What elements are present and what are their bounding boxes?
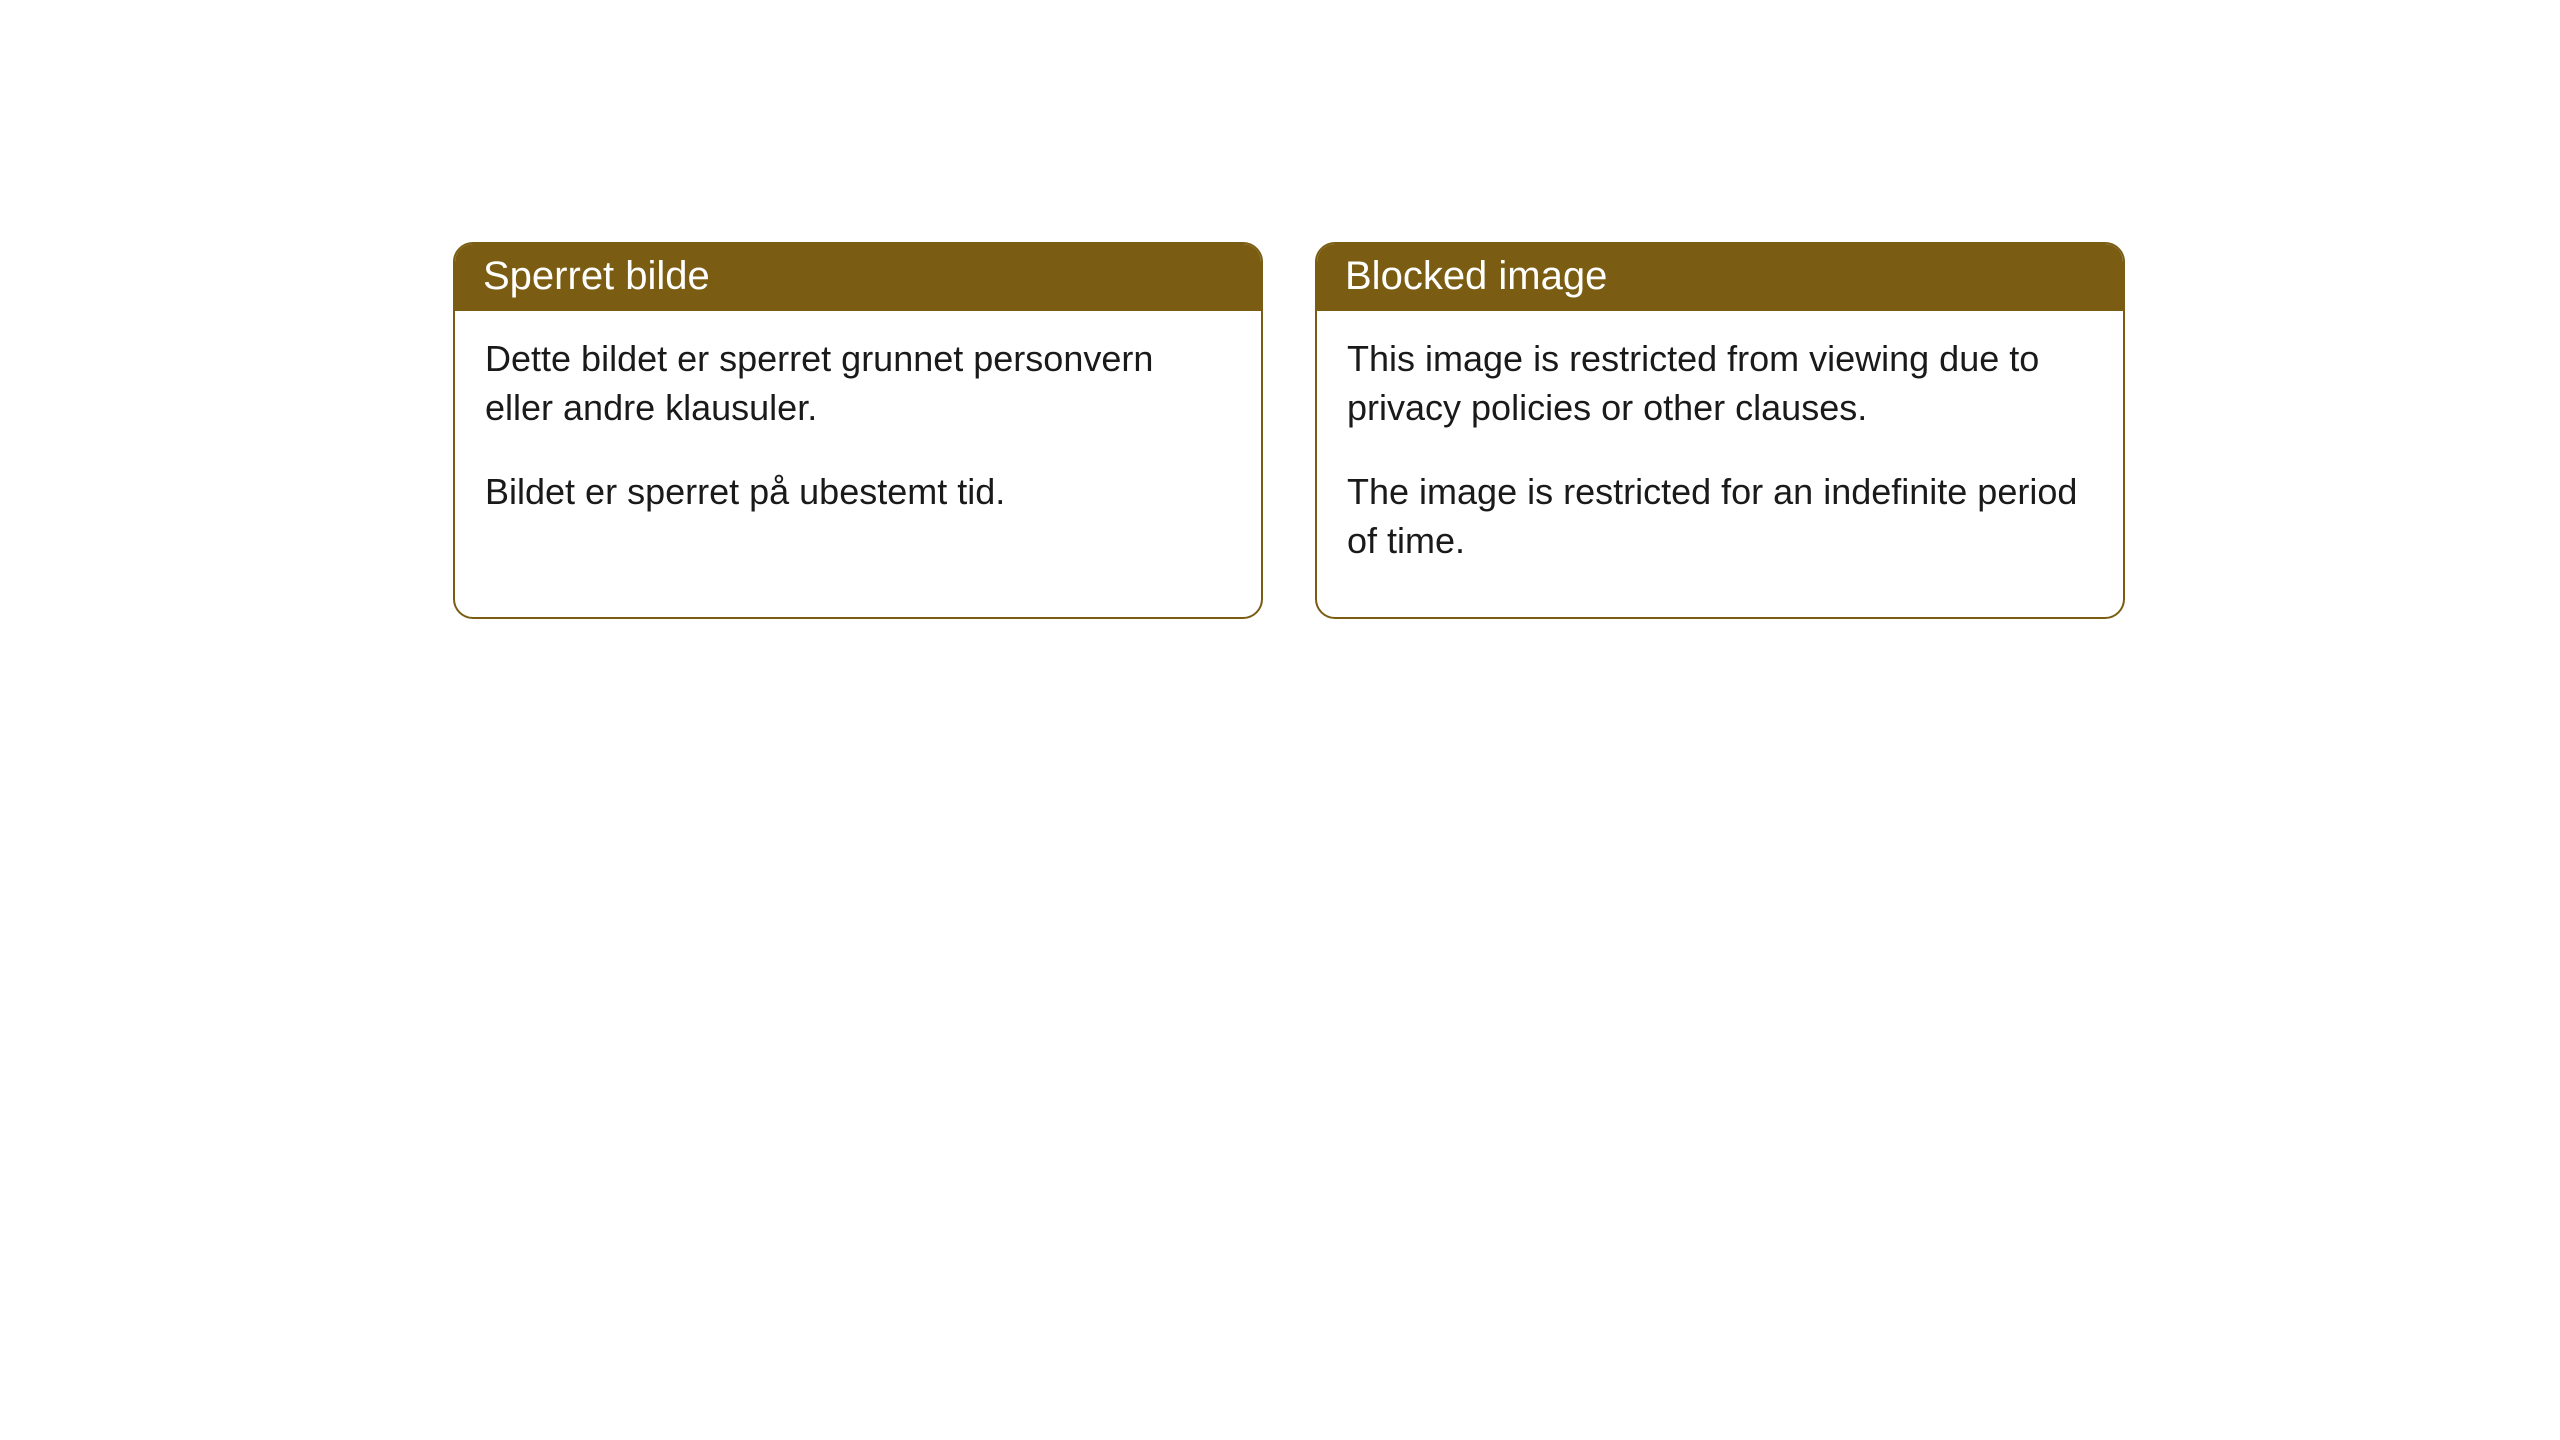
card-paragraph-no-1: Dette bildet er sperret grunnet personve…	[485, 335, 1231, 432]
card-body-no: Dette bildet er sperret grunnet personve…	[455, 311, 1261, 569]
blocked-image-card-en: Blocked image This image is restricted f…	[1315, 242, 2125, 619]
card-header-en: Blocked image	[1317, 244, 2123, 311]
card-header-no: Sperret bilde	[455, 244, 1261, 311]
card-paragraph-en-2: The image is restricted for an indefinit…	[1347, 468, 2093, 565]
blocked-image-card-no: Sperret bilde Dette bildet er sperret gr…	[453, 242, 1263, 619]
card-paragraph-en-1: This image is restricted from viewing du…	[1347, 335, 2093, 432]
notice-cards-container: Sperret bilde Dette bildet er sperret gr…	[0, 0, 2560, 619]
card-body-en: This image is restricted from viewing du…	[1317, 311, 2123, 617]
card-paragraph-no-2: Bildet er sperret på ubestemt tid.	[485, 468, 1231, 517]
